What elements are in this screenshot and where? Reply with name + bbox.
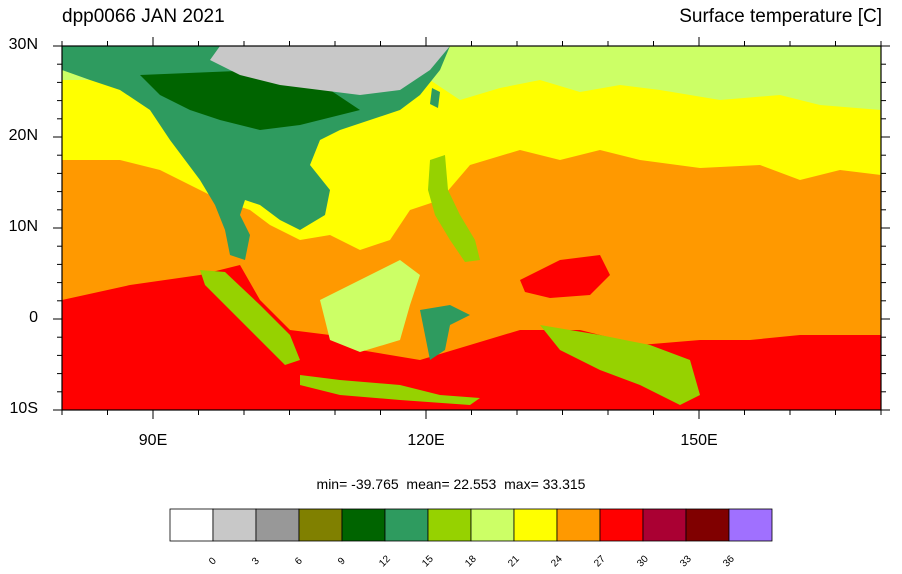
x-tick-label: 90E bbox=[138, 432, 168, 449]
min-value: -39.765 bbox=[351, 476, 399, 492]
java-land bbox=[300, 375, 480, 405]
map-title-left: dpp0066 JAN 2021 bbox=[62, 6, 225, 27]
taiwan-land bbox=[430, 88, 440, 108]
new-guinea-land bbox=[540, 325, 700, 405]
y-tick-label: 20N bbox=[8, 127, 38, 144]
field-statistics: min= -39.765 mean= 22.553 max= 33.315 bbox=[0, 476, 902, 492]
x-tick-label: 120E bbox=[407, 432, 445, 449]
max-label: max= bbox=[504, 476, 539, 492]
axis-ticks bbox=[53, 37, 890, 419]
sea-hot-patch bbox=[520, 255, 610, 298]
y-tick-label: 10N bbox=[8, 218, 38, 235]
borneo-land bbox=[320, 260, 420, 352]
map-field bbox=[62, 46, 881, 410]
himalaya-snow bbox=[210, 46, 450, 95]
max-value: 33.315 bbox=[542, 476, 586, 492]
sumatra-land bbox=[200, 270, 300, 365]
min-label: min= bbox=[316, 476, 348, 492]
y-tick-label: 30N bbox=[8, 36, 38, 53]
y-tick-label: 0 bbox=[29, 309, 38, 326]
mean-label: mean= bbox=[406, 476, 450, 492]
philippines-land bbox=[428, 155, 480, 262]
sulawesi-land bbox=[420, 305, 470, 360]
map-title-right: Surface temperature [C] bbox=[679, 6, 882, 27]
x-tick-label: 150E bbox=[680, 432, 718, 449]
mainland-land bbox=[62, 46, 450, 260]
y-tick-label: 10S bbox=[9, 400, 38, 417]
mean-value: 22.553 bbox=[453, 476, 497, 492]
